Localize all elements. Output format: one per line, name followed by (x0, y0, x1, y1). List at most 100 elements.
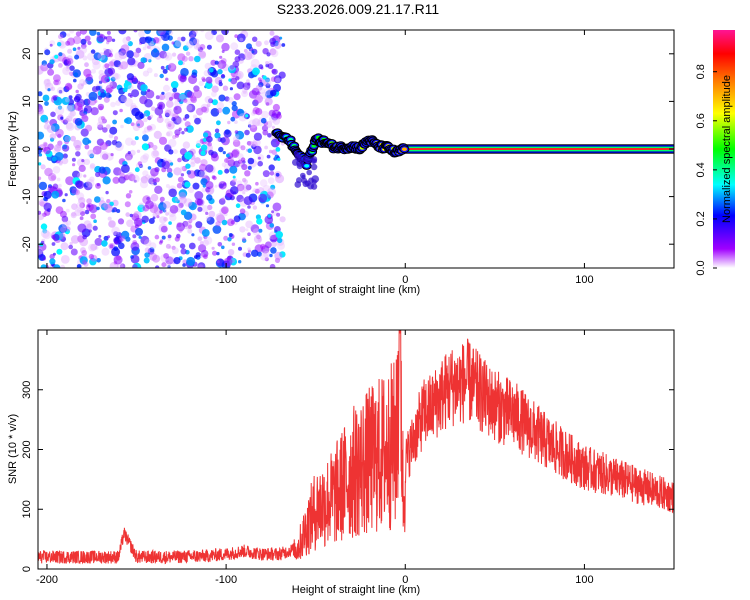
noise-blob (42, 228, 48, 234)
noise-blob (200, 150, 206, 156)
noise-blob (256, 218, 263, 225)
noise-blob (269, 171, 275, 176)
noise-blob (124, 98, 134, 107)
noise-blob (172, 52, 177, 57)
noise-blob (180, 67, 189, 77)
noise-blob (178, 192, 187, 200)
noise-blob (151, 149, 160, 159)
noise-blob (211, 85, 219, 93)
noise-blob (67, 103, 76, 112)
noise-blob (57, 140, 63, 146)
noise-blob (159, 73, 164, 79)
noise-blob (202, 239, 209, 246)
noise-blob (55, 128, 64, 138)
noise-blob (230, 42, 239, 51)
noise-blob (124, 80, 128, 84)
noise-blob (154, 203, 159, 209)
noise-blob (148, 59, 152, 63)
noise-blob (65, 208, 70, 213)
noise-blob (178, 202, 184, 208)
noise-blob (71, 157, 76, 162)
noise-blob (209, 188, 213, 192)
noise-blob (111, 38, 116, 42)
noise-blob (247, 165, 252, 170)
noise-blob (188, 30, 197, 39)
x-tick-label: -200 (36, 574, 58, 586)
noise-blob (255, 84, 263, 91)
noise-blob (174, 129, 181, 136)
noise-blob (53, 264, 61, 268)
noise-blob (59, 232, 66, 240)
noise-blob (66, 65, 70, 69)
colorbar-tick-label: 0.8 (695, 64, 707, 79)
noise-blob (81, 113, 87, 119)
noise-blob (224, 158, 229, 164)
noise-blob (232, 179, 236, 183)
noise-blob (77, 264, 82, 268)
noise-blob (205, 76, 213, 84)
noise-blob (56, 143, 62, 149)
noise-blob (264, 87, 272, 96)
noise-blob (165, 132, 171, 137)
noise-blob (167, 234, 172, 239)
colorbar-ticks: 0.0 0.2 0.4 0.6 0.8 (695, 64, 717, 276)
noise-blob (244, 129, 250, 136)
noise-blob (222, 106, 231, 115)
noise-blob (150, 193, 159, 202)
noise-blob (136, 149, 141, 153)
noise-blob (205, 181, 214, 190)
noise-blob (159, 239, 164, 243)
noise-blob (70, 212, 77, 219)
noise-blob (235, 76, 240, 81)
noise-blob (106, 30, 111, 35)
noise-blob (163, 84, 170, 92)
noise-blob (78, 197, 86, 205)
noise-blob (206, 194, 213, 201)
noise-blob (177, 176, 184, 183)
noise-blob (58, 34, 64, 40)
noise-blob (238, 260, 242, 264)
noise-blob (58, 63, 63, 68)
noise-blob (210, 59, 217, 66)
noise-blob (137, 204, 145, 213)
noise-blob (95, 171, 101, 178)
noise-blob (193, 255, 198, 259)
noise-blob (65, 82, 73, 90)
noise-blob (111, 247, 121, 257)
noise-blob (112, 110, 118, 116)
noise-blob (157, 101, 166, 110)
noise-blob (146, 196, 150, 201)
noise-blob (108, 48, 114, 54)
noise-blob (65, 122, 75, 131)
noise-blob (96, 258, 101, 263)
noise-blob (168, 96, 174, 101)
noise-blob (100, 116, 105, 121)
noise-blob (124, 152, 133, 161)
noise-blob (119, 61, 129, 70)
noise-blob (128, 190, 133, 194)
noise-blob (267, 187, 276, 197)
noise-blob (143, 257, 150, 264)
noise-blob (68, 112, 74, 119)
noise-blob (171, 41, 175, 45)
noise-blob (166, 167, 173, 174)
noise-blob (260, 243, 266, 250)
noise-blob (69, 110, 76, 117)
noise-blob (152, 212, 157, 217)
noise-blob (56, 177, 61, 182)
noise-blob (68, 95, 73, 100)
noise-blob (51, 242, 56, 246)
colorbar: 0.0 0.2 0.4 0.6 0.8 Normalized spectral ampl… (695, 30, 735, 276)
noise-blob (89, 164, 95, 170)
noise-blob (66, 104, 73, 112)
noise-blob (43, 190, 52, 200)
noise-blob (82, 80, 88, 85)
noise-blob (239, 226, 246, 233)
noise-blob (69, 71, 74, 77)
noise-blob (106, 87, 113, 94)
noise-blob (84, 62, 89, 68)
noise-blob (39, 254, 46, 261)
noise-blob (129, 149, 136, 156)
noise-blob (107, 67, 116, 75)
noise-blob (108, 220, 116, 228)
